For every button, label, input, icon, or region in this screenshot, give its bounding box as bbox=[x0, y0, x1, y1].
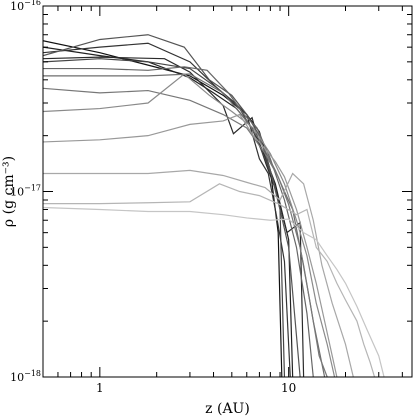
series-line-6 bbox=[43, 34, 301, 377]
y-tick-exponent: −17 bbox=[24, 184, 41, 193]
series-line-13 bbox=[43, 183, 376, 377]
y-tick-mantissa: 10 bbox=[10, 371, 24, 384]
series-line-12 bbox=[43, 169, 354, 377]
y-tick-label: 10−18 bbox=[10, 369, 41, 384]
series-line-9 bbox=[43, 87, 328, 377]
y-tick-exponent: −18 bbox=[24, 369, 41, 378]
series-line-8 bbox=[43, 73, 326, 377]
y-tick-mantissa: 10 bbox=[10, 0, 24, 13]
series-line-3 bbox=[43, 42, 291, 377]
series-line-10 bbox=[43, 73, 336, 377]
y-tick-label: 10−16 bbox=[10, 0, 41, 13]
y-tick-mantissa: 10 bbox=[10, 186, 24, 199]
series-layer bbox=[43, 34, 385, 377]
y-tick-label: 10−17 bbox=[10, 184, 41, 199]
x-tick-label: 1 bbox=[96, 381, 104, 395]
x-axis-label: z (AU) bbox=[205, 401, 250, 417]
x-tick-label: 10 bbox=[281, 381, 296, 395]
series-line-7 bbox=[43, 66, 314, 377]
series-line-14 bbox=[43, 206, 385, 377]
series-line-4 bbox=[43, 56, 305, 377]
y-axis-label: ρ (g cm⁻³) bbox=[1, 156, 17, 227]
y-tick-exponent: −16 bbox=[24, 0, 41, 7]
series-line-11 bbox=[43, 113, 338, 377]
